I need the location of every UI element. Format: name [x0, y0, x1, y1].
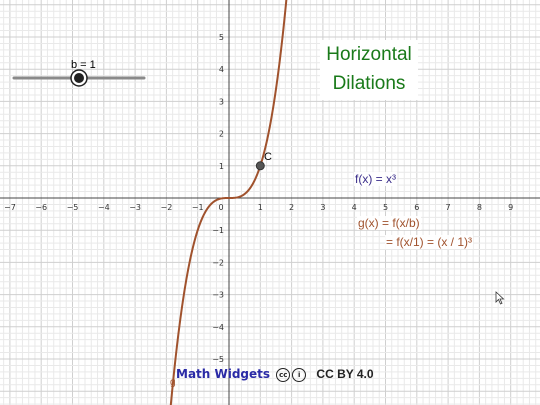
point-label: C	[264, 151, 272, 163]
x-tick-label: −1	[192, 203, 204, 212]
watermark-text: Math Widgets	[176, 367, 271, 381]
y-tick-label: 1	[219, 162, 224, 171]
curve-label: g	[170, 377, 176, 388]
x-tick-label: 8	[477, 203, 482, 212]
x-tick-label: 5	[383, 203, 388, 212]
y-tick-label: 4	[219, 65, 224, 74]
y-tick-labels: 5 4 3 2 1 −1 −2 −3 −4 −5	[212, 33, 224, 364]
x-tick-label: 2	[289, 203, 294, 212]
g-definition-label: g(x) = f(x/b)	[357, 216, 421, 230]
slider-knob[interactable]	[74, 73, 84, 83]
attribution-icon: i	[292, 367, 307, 382]
y-tick-label: −2	[212, 258, 224, 267]
x-tick-label: −2	[161, 203, 173, 212]
cc-icon: cc	[276, 367, 291, 382]
license-text: CC BY 4.0	[316, 367, 374, 381]
x-tick-label: 7	[446, 203, 451, 212]
y-tick-label: −3	[212, 291, 224, 300]
x-tick-label: 9	[508, 203, 513, 212]
x-tick-label: 3	[320, 203, 325, 212]
slider-value-label: b = 1	[71, 59, 96, 71]
g-expansion-label: = f(x/1) = (x / 1)³	[385, 235, 474, 249]
y-tick-label: −4	[212, 323, 224, 332]
watermark: Math Widgets cc i CC BY 4.0	[176, 367, 374, 382]
y-tick-label: −5	[212, 355, 224, 364]
x-tick-label: 1	[258, 203, 263, 212]
y-tick-label: 3	[219, 97, 224, 106]
x-tick-label: 4	[352, 203, 357, 212]
x-tick-labels: −7 −6 −5 −4 −3 −2 −1 0 1 2 3 4 5 6 7 8 9	[4, 203, 513, 212]
title-line-1: Horizontal	[326, 44, 412, 65]
title-line-2: Dilations	[332, 73, 406, 94]
slider-b[interactable]	[12, 69, 146, 87]
f-definition-label: f(x) = x³	[354, 172, 397, 186]
y-tick-label: −1	[212, 226, 224, 235]
x-tick-label: −4	[98, 203, 110, 212]
function-curve-g[interactable]	[169, 0, 288, 405]
x-tick-label: −3	[129, 203, 141, 212]
mouse-cursor-icon	[495, 291, 505, 305]
title-box: Horizontal Dilations	[320, 40, 418, 100]
x-tick-label: −7	[4, 203, 16, 212]
x-tick-label: 0	[218, 203, 223, 212]
x-tick-label: −6	[35, 203, 47, 212]
y-tick-label: 2	[219, 130, 224, 139]
x-tick-label: 6	[414, 203, 419, 212]
point-c[interactable]	[255, 161, 265, 171]
y-tick-label: 5	[219, 33, 224, 42]
x-tick-label: −5	[67, 203, 79, 212]
